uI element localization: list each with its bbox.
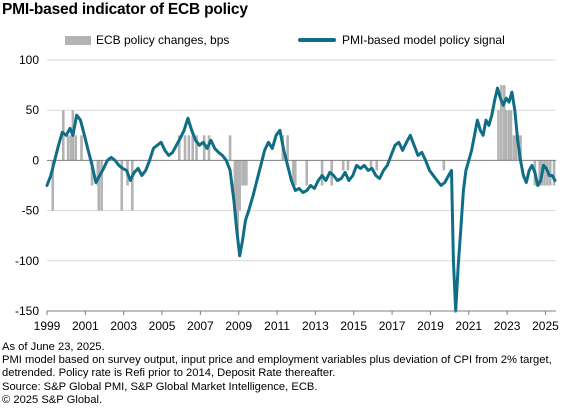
policy-change-bar: [74, 135, 78, 161]
policy-change-bar: [97, 160, 101, 211]
note-source: Source: S&P Global PMI, S&P Global Marke…: [2, 380, 318, 393]
chart-plot: 100 50 0 -50 -100 -150 1999 2001 2003 2005 2007 20…: [15, 53, 559, 333]
policy-change-bar: [543, 160, 546, 186]
policy-change-bar: [500, 85, 503, 161]
x-tick-label: 2017: [379, 319, 406, 333]
policy-change-bar: [69, 135, 73, 161]
policy-change-bar: [120, 160, 124, 211]
x-tick-label: 2015: [340, 319, 367, 333]
policy-change-bar: [241, 160, 244, 186]
policy-change-bar: [66, 135, 70, 161]
x-tick-label: 2025: [532, 319, 559, 333]
policy-change-bar: [183, 135, 187, 161]
x-tick-label: 1999: [34, 319, 61, 333]
x-tick-label: 2011: [264, 319, 290, 333]
policy-change-bar: [514, 135, 518, 161]
policy-change-bar: [292, 160, 295, 186]
policy-change-bar: [538, 160, 542, 186]
policy-change-bar: [519, 135, 522, 161]
policy-change-bar: [100, 160, 103, 211]
chart-title: PMI-based indicator of ECB policy: [2, 1, 248, 18]
policy-change-bar: [191, 135, 195, 161]
y-tick-label: 100: [19, 53, 39, 67]
x-tick-label: 2003: [110, 319, 137, 333]
policy-change-bar: [375, 160, 379, 171]
x-tick-label: 2005: [149, 319, 176, 333]
footnotes: As of June 23, 2025. PMI model based on …: [2, 341, 552, 407]
policy-change-bar: [245, 160, 248, 186]
policy-change-bar: [509, 110, 513, 161]
x-tick-label: 2021: [455, 319, 482, 333]
policy-change-bar: [497, 110, 500, 161]
note-copyright: © 2025 S&P Global.: [2, 393, 103, 406]
policy-change-bar: [90, 160, 94, 186]
policy-change-bar: [243, 160, 246, 186]
x-tick-label: 2009: [225, 319, 252, 333]
policy-change-bar: [236, 160, 240, 236]
policy-change-bar: [507, 110, 511, 161]
policy-change-bar: [235, 160, 238, 211]
policy-change-bar: [187, 135, 191, 161]
legend-item-policy-changes: ECB policy changes, bps: [65, 33, 229, 47]
legend-item-model-signal: PMI-based model policy signal: [298, 33, 505, 47]
policy-change-bar: [293, 160, 297, 186]
policy-change-bar: [228, 135, 232, 161]
legend-label-policy-changes: ECB policy changes, bps: [96, 33, 230, 47]
x-tick-label: 2001: [72, 319, 99, 333]
y-axis-ticks: 100 50 0 -50 -100 -150: [15, 53, 39, 318]
y-tick-label: -150: [15, 304, 39, 318]
y-tick-label: -50: [22, 204, 40, 218]
policy-change-bar: [233, 160, 237, 211]
policy-change-bar: [548, 160, 552, 186]
policy-change-bar: [442, 160, 446, 171]
policy-change-bar: [51, 160, 55, 211]
policy-change-bar: [512, 135, 516, 161]
policy-change-bar: [502, 85, 506, 161]
x-tick-label: 2013: [302, 319, 329, 333]
x-tick-label: 2007: [187, 319, 214, 333]
y-tick-label: 50: [26, 103, 40, 117]
policy-change-bar: [80, 135, 83, 161]
model-signal-line: [45, 86, 557, 313]
policy-change-bar: [305, 160, 309, 186]
policy-change-bar: [286, 135, 289, 161]
legend-bar-swatch: [65, 35, 91, 45]
policy-change-bar: [238, 160, 241, 211]
policy-change-bar: [346, 160, 350, 171]
policy-change-bar: [552, 160, 556, 186]
policy-change-bar: [177, 135, 181, 161]
policy-change-bar: [369, 160, 373, 171]
gridlines: [47, 59, 556, 312]
policy-change-bar: [341, 160, 345, 171]
policy-change-bar: [320, 160, 324, 186]
policy-change-bar: [131, 160, 134, 211]
x-axis-ticks: 1999 2001 2003 2005 2007 2009 2011 2013 2015 2017…: [34, 310, 559, 333]
policy-change-bar: [504, 110, 508, 161]
x-tick-label: 2019: [417, 319, 444, 333]
policy-change-bar: [202, 135, 206, 161]
policy-change-bar: [195, 135, 198, 161]
x-tick-label: 2023: [494, 319, 521, 333]
note-model-description: PMI model based on survey output, input …: [2, 354, 552, 367]
note-as-of: As of June 23, 2025.: [2, 341, 105, 353]
policy-change-bar: [61, 110, 65, 161]
note-model-description-cont: detrended. Policy rate is Refi prior to …: [2, 367, 336, 380]
legend-label-model-signal: PMI-based model policy signal: [342, 33, 505, 47]
y-tick-label: 0: [32, 153, 39, 167]
legend-line-swatch: [298, 38, 336, 42]
y-tick-label: -100: [15, 254, 39, 268]
